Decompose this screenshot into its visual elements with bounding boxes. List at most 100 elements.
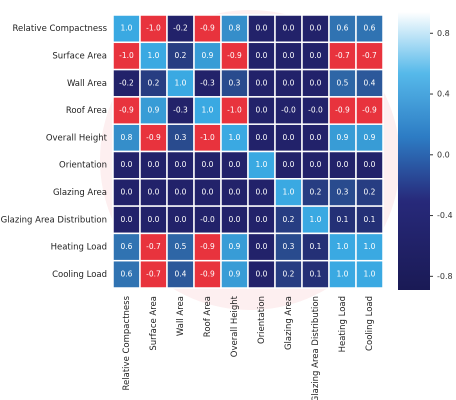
- cell: [301, 68, 330, 98]
- cell-label: 1.0: [229, 133, 241, 142]
- cell-label: -0.0: [281, 106, 296, 115]
- cell: [274, 96, 303, 125]
- cell: [193, 68, 222, 98]
- cell-label: 0.9: [202, 51, 214, 60]
- cell-label: 0.0: [148, 215, 160, 224]
- cell-label: 1.0: [175, 78, 187, 87]
- cell: [301, 41, 330, 71]
- cell: [274, 14, 303, 44]
- cell: [328, 96, 357, 125]
- row-label: Orientation: [59, 161, 107, 171]
- cell-label: 0.0: [256, 187, 268, 196]
- cell: [328, 68, 357, 98]
- cell: [112, 96, 141, 125]
- cell: [193, 150, 222, 180]
- row-label: Relative Compactness: [13, 24, 108, 34]
- cell-label: 1.0: [337, 242, 349, 251]
- cell: [166, 150, 195, 180]
- cell-label: 0.0: [229, 187, 241, 196]
- cell-label: 0.3: [283, 242, 295, 251]
- cell-label: 0.0: [121, 160, 133, 169]
- cell-label: -0.2: [119, 78, 134, 87]
- cell-label: 0.0: [256, 269, 268, 278]
- cell-label: 0.0: [283, 160, 295, 169]
- cell-label: -0.0: [308, 106, 323, 115]
- row-label: Surface Area: [52, 51, 107, 61]
- cell-label: 0.2: [148, 78, 160, 87]
- cell-label: 0.0: [337, 160, 349, 169]
- cell: [112, 123, 141, 153]
- row-label: Wall Area: [67, 79, 107, 89]
- col-label: Heating Load: [338, 296, 348, 352]
- cell-label: 0.5: [175, 242, 187, 251]
- cell-label: -1.0: [146, 24, 161, 33]
- cell-label: 0.0: [310, 160, 322, 169]
- cell-label: -0.3: [173, 106, 188, 115]
- col-label: Wall Area: [176, 296, 186, 336]
- cell: [166, 178, 195, 207]
- col-label: Surface Area: [149, 296, 159, 351]
- cell-label: 0.0: [283, 24, 295, 33]
- cell-label: 0.6: [364, 24, 376, 33]
- cell-label: -0.7: [146, 269, 161, 278]
- cell: [193, 178, 222, 207]
- cell-label: 0.8: [121, 133, 133, 142]
- cell-label: 0.0: [256, 51, 268, 60]
- cell-label: 1.0: [121, 24, 133, 33]
- cell-label: 1.0: [310, 215, 322, 224]
- cell-label: -1.0: [200, 133, 215, 142]
- cell-label: -1.0: [119, 51, 134, 60]
- cell: [193, 41, 222, 71]
- cell-label: 0.2: [364, 187, 376, 196]
- cell-label: 0.0: [256, 242, 268, 251]
- cell-label: 0.0: [121, 187, 133, 196]
- cell-label: 0.0: [121, 215, 133, 224]
- cell-label: 0.2: [310, 187, 322, 196]
- col-label: Glazing Area: [284, 296, 294, 350]
- cell-label: -0.9: [335, 106, 350, 115]
- cell-label: 0.8: [229, 24, 241, 33]
- cell-label: -0.7: [362, 51, 377, 60]
- cell-label: -1.0: [227, 106, 242, 115]
- row-label: Roof Area: [66, 106, 107, 116]
- cell-label: 0.0: [283, 78, 295, 87]
- colorbar-tick-label: -0.4: [437, 211, 453, 220]
- col-label: Glazing Area Distribution: [311, 296, 321, 400]
- row-label: Glazing Area Distribution: [1, 215, 107, 225]
- cell-label: 0.3: [337, 187, 349, 196]
- cell: [220, 41, 249, 71]
- cell-label: 0.9: [229, 242, 241, 251]
- cell-label: 0.3: [229, 78, 241, 87]
- col-label: Relative Compactness: [122, 295, 132, 390]
- col-label: Orientation: [257, 296, 267, 344]
- cell: [355, 205, 384, 235]
- cell-label: -0.9: [146, 133, 161, 142]
- cell: [247, 14, 276, 44]
- cell-label: 0.1: [310, 242, 322, 251]
- cell-label: 0.3: [175, 133, 187, 142]
- cell-label: 0.0: [364, 160, 376, 169]
- cell-label: 0.6: [121, 269, 133, 278]
- cell-label: 0.0: [256, 106, 268, 115]
- row-label: Heating Load: [51, 243, 107, 253]
- cell: [220, 259, 249, 289]
- cell-label: -0.9: [200, 269, 215, 278]
- cell-label: -0.9: [200, 242, 215, 251]
- cell-label: 0.1: [310, 269, 322, 278]
- cell-label: 0.2: [283, 215, 295, 224]
- cell-label: 1.0: [364, 269, 376, 278]
- cell-label: 1.0: [256, 160, 268, 169]
- cell-label: 0.0: [283, 133, 295, 142]
- cell-label: 0.2: [283, 269, 295, 278]
- cell-label: 0.0: [229, 160, 241, 169]
- cell-label: -0.0: [200, 215, 215, 224]
- cell: [220, 150, 249, 180]
- row-label: Overall Height: [46, 133, 108, 143]
- cell: [139, 178, 168, 207]
- cell: [247, 123, 276, 153]
- row-label: Glazing Area: [53, 188, 107, 198]
- cell-label: 1.0: [283, 187, 295, 196]
- cell-label: 0.0: [148, 187, 160, 196]
- cell: [355, 96, 384, 125]
